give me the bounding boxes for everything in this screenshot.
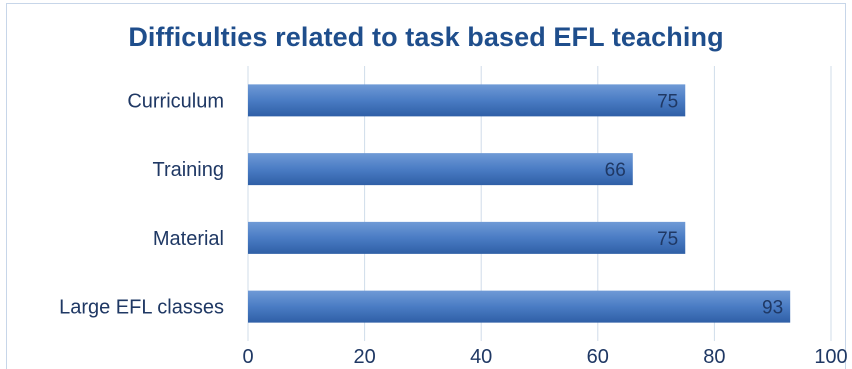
data-label: 93 (762, 298, 783, 319)
x-tick-label: 100 (814, 346, 847, 368)
bar-material (248, 221, 686, 254)
x-tick-label: 20 (353, 346, 375, 368)
data-label: 75 (657, 229, 678, 250)
category-label: Material (153, 228, 224, 250)
data-label: 75 (657, 91, 678, 112)
x-tick-label: 60 (587, 346, 609, 368)
category-label: Large EFL classes (59, 297, 224, 319)
category-label: Curriculum (127, 90, 224, 112)
labels: 0 20 40 60 80 100 Curriculum 75 Training 66 Materi… (59, 90, 848, 368)
bar-training (248, 153, 633, 186)
x-tick-label: 80 (703, 346, 725, 368)
x-tick-label: 40 (470, 346, 492, 368)
data-label: 66 (605, 160, 626, 181)
chart-title: Difficulties related to task based EFL t… (128, 22, 724, 52)
bar-large-efl-classes (248, 290, 791, 323)
bar-curriculum (248, 84, 686, 117)
category-label: Training (152, 159, 224, 181)
x-tick-label: 0 (242, 346, 253, 368)
bars (248, 84, 791, 323)
